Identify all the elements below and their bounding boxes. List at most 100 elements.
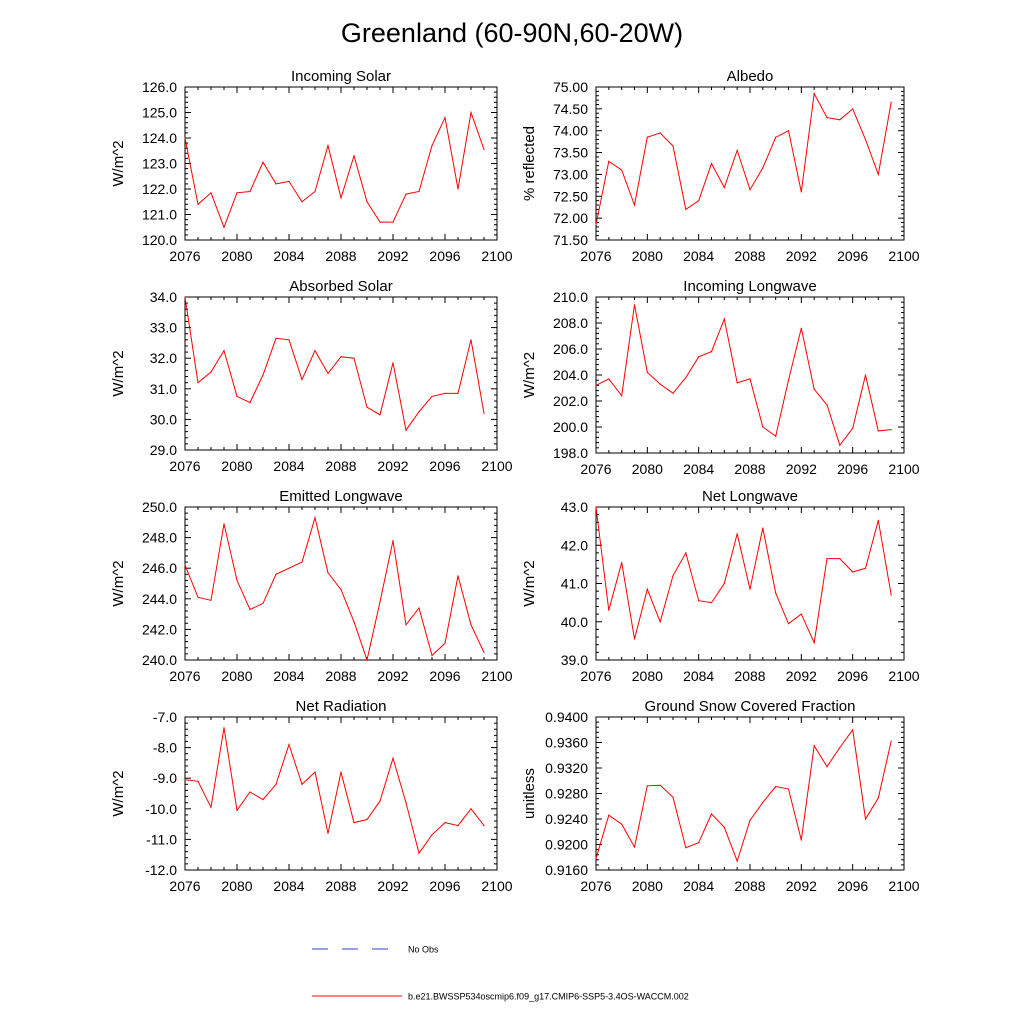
data-point — [314, 190, 316, 193]
data-point — [392, 757, 394, 759]
data-point — [249, 791, 251, 793]
data-point — [366, 406, 368, 408]
y-tick-label: 244.0 — [142, 591, 177, 607]
y-tick-label: 240.0 — [142, 652, 177, 668]
data-point — [431, 834, 433, 836]
data-point — [184, 564, 186, 566]
data-point — [288, 567, 290, 569]
x-tick-label: 2084 — [683, 668, 714, 684]
y-axis-label: % reflected — [521, 126, 538, 201]
data-point — [787, 379, 790, 381]
data-point — [864, 818, 867, 820]
data-point — [236, 192, 238, 194]
series-line — [184, 110, 485, 229]
data-point — [698, 841, 700, 844]
y-tick-label: -7.0 — [153, 709, 177, 725]
data-point — [249, 608, 251, 611]
data-point — [736, 382, 738, 384]
data-point — [483, 651, 485, 653]
data-point — [340, 771, 342, 773]
x-tick-label: 2092 — [786, 878, 817, 894]
plot-frame — [184, 506, 498, 661]
x-tick-label: 2076 — [580, 248, 611, 264]
data-point — [301, 379, 303, 381]
series-line — [184, 515, 485, 662]
x-tick-label: 2100 — [481, 668, 512, 684]
data-point — [800, 839, 802, 841]
panel-title: Emitted Longwave — [279, 488, 402, 505]
data-point — [826, 117, 828, 119]
x-tick-label: 2084 — [273, 878, 304, 894]
x-tick-label: 2076 — [169, 668, 200, 684]
y-axis-label: W/m^2 — [110, 560, 127, 606]
data-point — [301, 561, 303, 563]
data-point — [262, 374, 264, 376]
y-tick-label: 0.9280 — [545, 786, 588, 802]
data-point — [184, 779, 186, 781]
x-tick-label: 2100 — [481, 458, 512, 474]
data-point — [457, 825, 459, 827]
data-point — [775, 785, 777, 788]
data-point — [787, 130, 790, 132]
data-point — [379, 414, 381, 416]
y-tick-label: 126.0 — [142, 79, 177, 95]
data-point — [457, 188, 459, 190]
data-point — [223, 226, 225, 228]
data-point — [633, 638, 636, 640]
x-tick-label: 2100 — [481, 878, 512, 894]
x-tick-label: 2096 — [837, 878, 868, 894]
x-tick-label: 2076 — [580, 668, 611, 684]
y-tick-label: -12.0 — [145, 862, 177, 878]
data-point — [787, 788, 790, 790]
data-point — [736, 533, 738, 535]
y-tick-label: 0.9400 — [545, 709, 588, 725]
y-tick-label: -11.0 — [146, 831, 177, 847]
data-point — [890, 101, 892, 103]
x-tick-label: 2088 — [734, 668, 765, 684]
data-point — [659, 621, 661, 623]
x-tick-label: 2084 — [273, 458, 304, 474]
panel-title: Incoming Longwave — [683, 278, 816, 295]
data-point — [314, 771, 316, 773]
data-point — [288, 339, 290, 341]
x-tick-label: 2100 — [888, 878, 919, 894]
chart-panel-6: Net Longwave W/m^2 2076 2080 2084 2088 2092 209… — [521, 488, 920, 684]
data-point — [275, 573, 277, 575]
data-point — [444, 392, 446, 394]
data-point — [749, 588, 751, 590]
data-point — [210, 371, 212, 373]
x-tick-label: 2096 — [429, 458, 460, 474]
data-point — [275, 783, 277, 785]
data-point — [826, 558, 828, 560]
data-point — [444, 821, 446, 824]
y-tick-label: -9.0 — [153, 770, 177, 786]
y-tick-label: 72.50 — [553, 188, 588, 204]
y-tick-label: 250.0 — [142, 499, 177, 515]
y-tick-label: 74.50 — [553, 101, 588, 117]
chart-panel-4: Incoming Longwave W/m^2 2076 2080 2084 2088 20… — [521, 278, 920, 477]
data-point — [813, 92, 815, 95]
y-tick-label: 242.0 — [142, 621, 177, 637]
x-tick-label: 2100 — [481, 248, 512, 264]
chart-panels: Incoming Solar W/m^2 2076 2080 2084 2088 2092 2… — [110, 68, 920, 894]
y-tick-label: 123.0 — [142, 156, 177, 172]
data-point — [197, 203, 199, 205]
x-tick-label: 2080 — [221, 668, 252, 684]
x-tick-label: 2100 — [888, 461, 919, 477]
y-tick-label: 33.0 — [150, 320, 177, 336]
y-tick-label: 32.0 — [150, 350, 177, 366]
data-point — [685, 847, 687, 849]
x-tick-label: 2092 — [377, 668, 408, 684]
data-point — [826, 404, 828, 406]
y-tick-label: 41.0 — [561, 576, 588, 592]
data-point — [418, 411, 420, 413]
y-tick-label: 73.50 — [553, 145, 588, 161]
data-point — [340, 197, 342, 199]
data-point — [340, 356, 342, 358]
data-point — [405, 624, 407, 626]
data-point — [646, 785, 648, 787]
data-point — [470, 624, 472, 626]
y-tick-label: -8.0 — [153, 740, 177, 756]
data-point — [236, 395, 238, 398]
data-point — [379, 601, 381, 603]
